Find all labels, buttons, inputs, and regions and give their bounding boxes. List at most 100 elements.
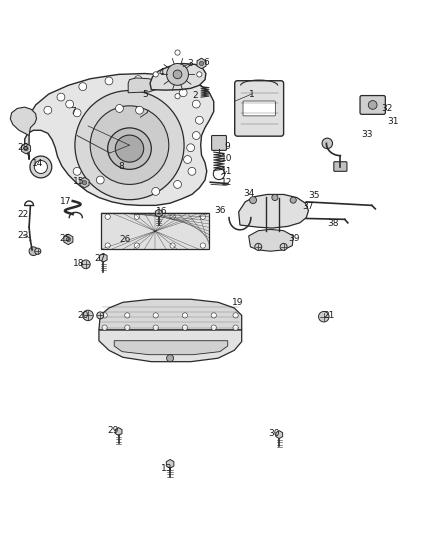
- Circle shape: [199, 61, 204, 66]
- Circle shape: [192, 132, 200, 140]
- Polygon shape: [64, 234, 73, 245]
- Circle shape: [73, 167, 81, 175]
- Text: 34: 34: [243, 189, 254, 198]
- Polygon shape: [276, 431, 283, 439]
- Text: 39: 39: [288, 233, 300, 243]
- Circle shape: [66, 100, 74, 108]
- Text: 6: 6: [203, 58, 209, 67]
- Circle shape: [250, 197, 257, 204]
- Circle shape: [166, 63, 188, 85]
- Text: 22: 22: [18, 211, 29, 220]
- Circle shape: [188, 167, 196, 175]
- Circle shape: [175, 94, 180, 99]
- Text: 33: 33: [361, 130, 372, 139]
- Circle shape: [233, 325, 238, 330]
- Polygon shape: [128, 78, 157, 93]
- Polygon shape: [166, 459, 174, 468]
- Polygon shape: [155, 209, 162, 217]
- Polygon shape: [11, 107, 36, 135]
- Circle shape: [134, 243, 139, 248]
- Circle shape: [211, 325, 216, 330]
- Circle shape: [116, 104, 124, 112]
- Text: 12: 12: [221, 178, 233, 187]
- Polygon shape: [99, 330, 242, 362]
- Polygon shape: [197, 58, 206, 69]
- FancyBboxPatch shape: [360, 95, 385, 115]
- Circle shape: [30, 156, 52, 178]
- Text: 4: 4: [159, 68, 164, 77]
- Circle shape: [211, 313, 216, 318]
- Polygon shape: [150, 63, 206, 90]
- Circle shape: [195, 116, 203, 124]
- Text: 21: 21: [323, 311, 335, 320]
- Circle shape: [179, 89, 187, 96]
- Circle shape: [173, 181, 181, 188]
- Circle shape: [280, 244, 287, 251]
- Text: 5: 5: [143, 90, 148, 99]
- Circle shape: [44, 106, 52, 114]
- Text: 11: 11: [221, 167, 233, 176]
- Text: 17: 17: [60, 197, 71, 206]
- Circle shape: [83, 310, 93, 321]
- Circle shape: [152, 188, 159, 195]
- Text: 16: 16: [155, 207, 167, 216]
- Circle shape: [233, 313, 238, 318]
- Circle shape: [182, 313, 187, 318]
- Circle shape: [166, 354, 173, 362]
- Ellipse shape: [108, 128, 151, 169]
- Text: 37: 37: [303, 202, 314, 211]
- Text: 7: 7: [70, 107, 76, 116]
- FancyBboxPatch shape: [334, 161, 347, 171]
- Circle shape: [272, 195, 278, 200]
- Text: 1: 1: [249, 90, 254, 99]
- Circle shape: [82, 181, 87, 185]
- Circle shape: [318, 311, 329, 322]
- Circle shape: [170, 214, 175, 220]
- Text: 32: 32: [381, 104, 393, 113]
- Circle shape: [29, 247, 38, 256]
- Circle shape: [57, 93, 65, 101]
- FancyBboxPatch shape: [243, 101, 276, 116]
- Text: 27: 27: [95, 254, 106, 263]
- Circle shape: [197, 72, 202, 77]
- Text: 20: 20: [77, 311, 88, 320]
- FancyBboxPatch shape: [212, 135, 226, 150]
- Circle shape: [200, 243, 205, 248]
- Text: 3: 3: [188, 59, 194, 68]
- Circle shape: [200, 214, 205, 220]
- Circle shape: [322, 138, 332, 149]
- Polygon shape: [249, 229, 293, 251]
- Text: 15: 15: [73, 177, 84, 186]
- Circle shape: [173, 70, 182, 79]
- Circle shape: [255, 244, 262, 251]
- Circle shape: [160, 80, 168, 88]
- Circle shape: [34, 160, 47, 174]
- Text: 14: 14: [32, 159, 43, 168]
- Circle shape: [66, 237, 71, 241]
- Circle shape: [368, 101, 377, 109]
- Text: 28: 28: [18, 143, 29, 152]
- Text: 29: 29: [108, 426, 119, 435]
- Text: 9: 9: [224, 142, 230, 151]
- Polygon shape: [99, 253, 107, 262]
- Polygon shape: [114, 341, 228, 354]
- Circle shape: [90, 106, 169, 184]
- Circle shape: [182, 325, 187, 330]
- Text: 10: 10: [221, 154, 233, 163]
- Circle shape: [102, 325, 107, 330]
- Circle shape: [153, 325, 158, 330]
- Circle shape: [96, 176, 104, 184]
- Text: 35: 35: [308, 191, 320, 200]
- Polygon shape: [80, 177, 89, 188]
- Text: 38: 38: [328, 219, 339, 228]
- Circle shape: [105, 77, 113, 85]
- Circle shape: [73, 109, 81, 117]
- Text: 2: 2: [192, 91, 198, 100]
- Circle shape: [97, 312, 104, 319]
- Circle shape: [175, 50, 180, 55]
- Polygon shape: [115, 427, 122, 435]
- Text: 13: 13: [161, 464, 173, 473]
- Circle shape: [125, 313, 130, 318]
- Polygon shape: [25, 74, 214, 205]
- Circle shape: [170, 243, 175, 248]
